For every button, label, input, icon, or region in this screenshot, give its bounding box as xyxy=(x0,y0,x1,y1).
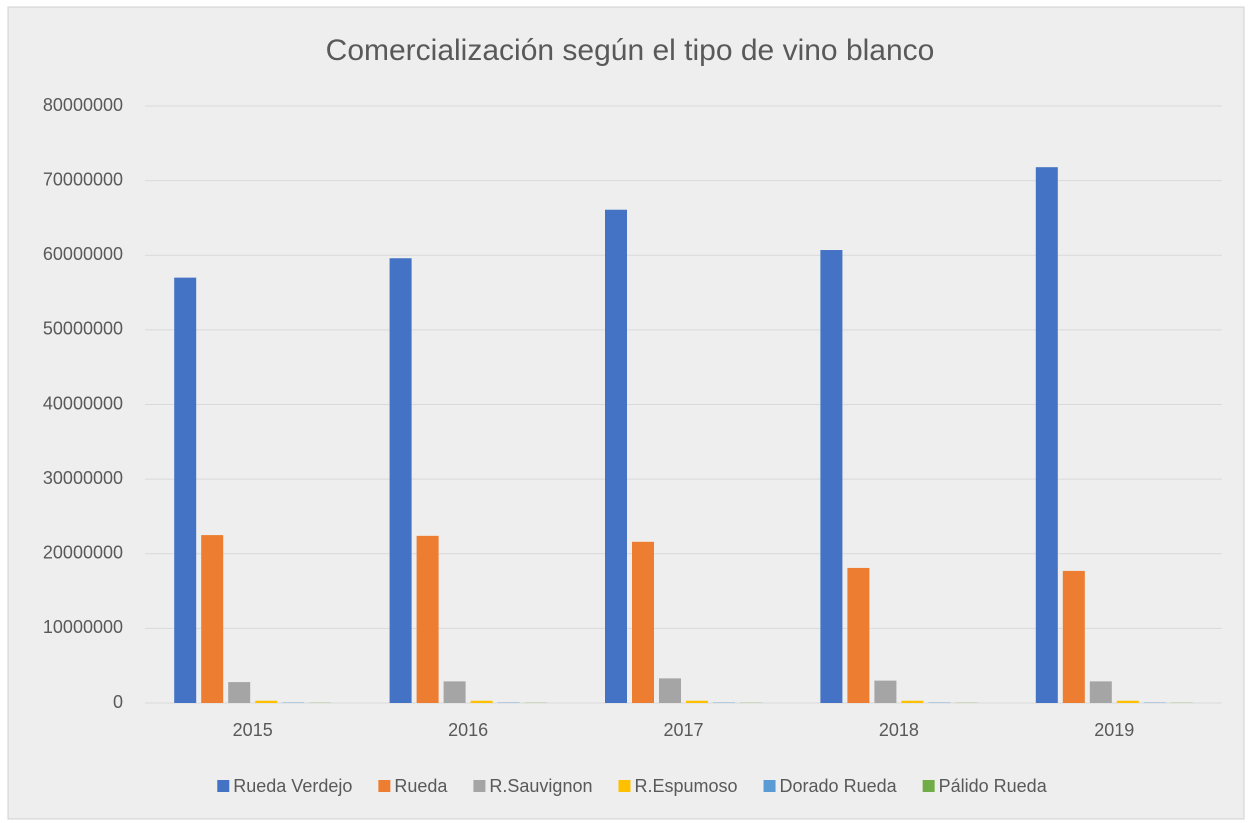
legend-swatch xyxy=(922,780,935,792)
legend-swatch xyxy=(473,780,486,792)
bar xyxy=(901,700,924,703)
bar xyxy=(174,277,197,703)
legend-swatch xyxy=(217,780,230,792)
bar xyxy=(605,209,627,703)
bar xyxy=(389,258,412,703)
legend-swatch xyxy=(618,780,631,792)
y-tick-label: 40000000 xyxy=(43,393,123,413)
bar xyxy=(470,700,493,703)
bar xyxy=(847,567,870,703)
x-tick-label: 2018 xyxy=(879,720,919,740)
y-tick-label: 0 xyxy=(113,692,123,712)
bar xyxy=(1035,167,1058,703)
legend-label: Rueda Verdejo xyxy=(233,776,352,796)
bar xyxy=(443,681,466,703)
legend-label: Pálido Rueda xyxy=(939,776,1048,796)
y-tick-label: 70000000 xyxy=(43,169,123,189)
bar xyxy=(1089,681,1112,703)
y-tick-label: 30000000 xyxy=(43,468,123,488)
y-tick-label: 50000000 xyxy=(43,319,123,339)
x-tick-label: 2016 xyxy=(448,720,488,740)
x-tick-label: 2019 xyxy=(1094,720,1134,740)
bar xyxy=(255,700,278,703)
y-tick-label: 10000000 xyxy=(43,617,123,637)
bar xyxy=(659,678,681,703)
legend-label: R.Espumoso xyxy=(634,776,737,796)
bar xyxy=(201,535,224,703)
bar xyxy=(1116,700,1139,703)
bar xyxy=(416,535,439,703)
bar xyxy=(1062,570,1085,703)
legend-swatch xyxy=(378,780,391,792)
legend-label: Dorado Rueda xyxy=(780,776,898,796)
bar xyxy=(228,682,251,703)
y-tick-label: 60000000 xyxy=(43,244,123,264)
bar xyxy=(632,541,654,703)
chart-title: Comercialización según el tipo de vino b… xyxy=(326,34,935,67)
bar xyxy=(874,680,897,703)
y-tick-label: 80000000 xyxy=(43,95,123,115)
bar xyxy=(686,700,708,703)
y-tick-label: 20000000 xyxy=(43,543,123,563)
bar xyxy=(820,250,843,703)
legend-label: Rueda xyxy=(394,776,448,796)
x-tick-label: 2017 xyxy=(663,720,703,740)
legend-swatch xyxy=(763,780,776,792)
legend-label: R.Sauvignon xyxy=(489,776,592,796)
x-tick-label: 2015 xyxy=(233,720,273,740)
